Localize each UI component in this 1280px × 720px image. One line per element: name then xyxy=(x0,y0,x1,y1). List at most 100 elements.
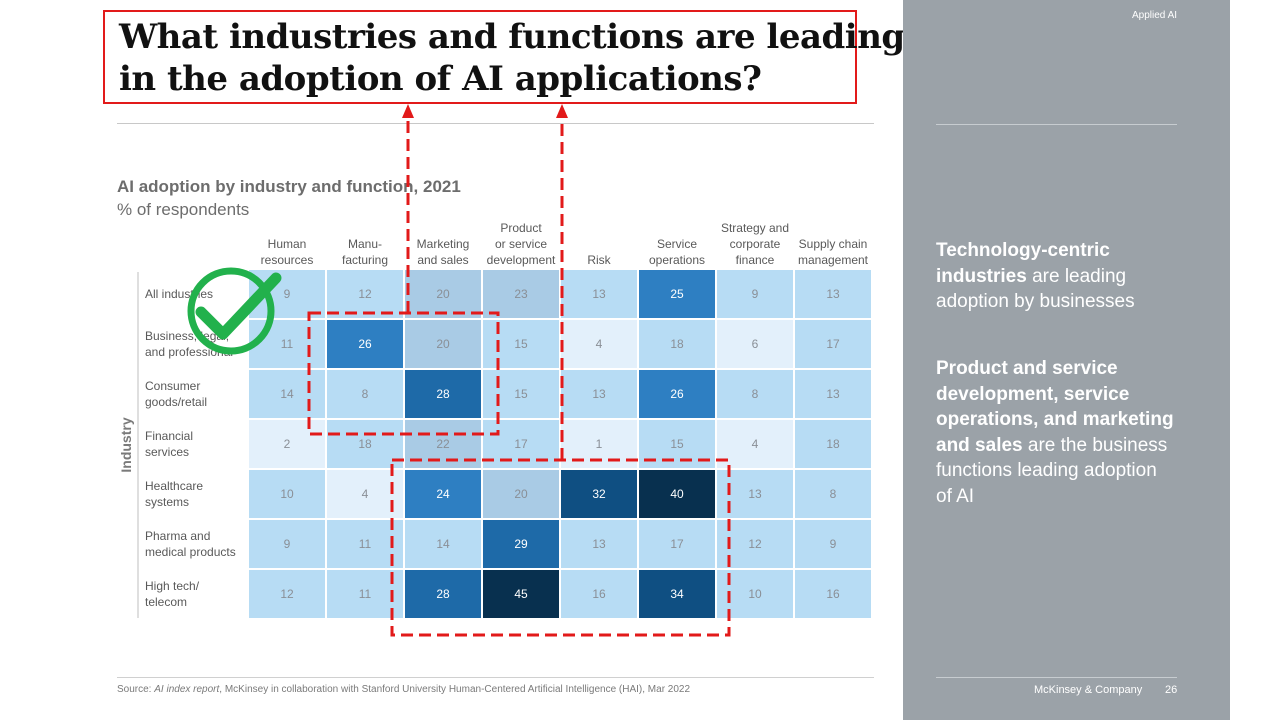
cell-value: 23 xyxy=(514,287,528,301)
cell-value: 45 xyxy=(514,587,528,601)
heatmap-cell xyxy=(561,470,637,518)
heatmap-cell xyxy=(405,520,481,568)
row-header-line: goods/retail xyxy=(145,395,207,409)
heatmap-cell xyxy=(327,420,403,468)
heatmap-cell xyxy=(561,570,637,618)
heatmap-cell xyxy=(483,270,559,318)
heatmap-cell xyxy=(639,270,715,318)
cell-value: 12 xyxy=(748,537,762,551)
heatmap-cell xyxy=(327,470,403,518)
cell-value: 20 xyxy=(436,287,450,301)
column-header: Product or service development xyxy=(487,221,556,267)
heatmap-cell xyxy=(717,370,793,418)
column-header-line: Supply chain xyxy=(799,237,868,251)
cell-value: 26 xyxy=(670,387,684,401)
row-header-line: Pharma and xyxy=(145,529,210,543)
heatmap-cell xyxy=(249,420,325,468)
cell-value: 22 xyxy=(436,437,450,451)
cell-value: 18 xyxy=(826,437,840,451)
cell-value: 8 xyxy=(830,487,837,501)
column-header-line: resources xyxy=(261,253,314,267)
row-header: Healthcare systems xyxy=(145,479,203,509)
column-header-line: Strategy and xyxy=(721,221,789,235)
heatmap-cell xyxy=(483,320,559,368)
heatmap-cell xyxy=(795,570,871,618)
heatmap-cell xyxy=(405,320,481,368)
heatmap-cell xyxy=(405,370,481,418)
cell-value: 34 xyxy=(670,587,684,601)
cell-value: 13 xyxy=(826,287,840,301)
slide-title-line-1: What industries and functions are leadin… xyxy=(119,17,905,57)
row-header-line: Financial xyxy=(145,429,193,443)
heatmap-cell xyxy=(483,370,559,418)
heatmap-cell xyxy=(561,520,637,568)
heatmap-cell xyxy=(327,370,403,418)
row-header: All industries xyxy=(145,287,213,301)
column-header-line: management xyxy=(798,253,869,267)
cell-value: 40 xyxy=(670,487,684,501)
chart-title: AI adoption by industry and function, 20… xyxy=(117,177,461,196)
cell-value: 15 xyxy=(670,437,684,451)
sidebar-point-1: Technology-centric industries are leadin… xyxy=(936,240,1135,312)
cell-value: 16 xyxy=(592,587,606,601)
heatmap-cell xyxy=(795,320,871,368)
cell-value: 28 xyxy=(436,587,450,601)
heatmap-cell xyxy=(561,270,637,318)
column-header: Human resources xyxy=(261,237,314,267)
cell-value: 25 xyxy=(670,287,684,301)
sidebar-point-2: Product and service development, service… xyxy=(936,358,1174,507)
column-header: Manu-facturing xyxy=(342,237,388,267)
arrowhead-icon xyxy=(402,104,414,118)
cell-value: 9 xyxy=(830,537,837,551)
row-header: Pharma and medical products xyxy=(145,529,236,559)
cell-value: 9 xyxy=(284,287,291,301)
cell-value: 13 xyxy=(592,387,606,401)
cell-value: 13 xyxy=(592,287,606,301)
heatmap-cell xyxy=(249,570,325,618)
heatmap-cell xyxy=(483,470,559,518)
heatmap-cell xyxy=(561,370,637,418)
cell-value: 13 xyxy=(748,487,762,501)
cell-value: 14 xyxy=(436,537,450,551)
row-header: Financial services xyxy=(145,429,193,459)
sidebar-panel xyxy=(903,0,1230,720)
cell-value: 10 xyxy=(748,587,762,601)
cell-value: 15 xyxy=(514,387,528,401)
cell-value: 4 xyxy=(596,337,603,351)
cell-value: 20 xyxy=(514,487,528,501)
column-header: Supply chain management xyxy=(798,237,869,267)
row-header-line: telecom xyxy=(145,595,187,609)
heatmap-cell xyxy=(795,420,871,468)
cell-value: 9 xyxy=(752,287,759,301)
heatmap-cell xyxy=(717,420,793,468)
section-tag: Applied AI xyxy=(1132,10,1178,21)
heatmap-cell xyxy=(639,520,715,568)
chart-subtitle: % of respondents xyxy=(117,200,250,219)
heatmap-cell xyxy=(249,320,325,368)
row-header-line: Consumer xyxy=(145,379,200,393)
arrowhead-icon xyxy=(556,104,568,118)
heatmap-cell xyxy=(717,320,793,368)
heatmap-cell xyxy=(639,370,715,418)
sidebar-divider-bottom xyxy=(936,677,1177,678)
footer-company: McKinsey & Company xyxy=(1034,684,1143,696)
cell-value: 10 xyxy=(280,487,294,501)
cell-value: 17 xyxy=(826,337,840,351)
column-header-line: Manu- xyxy=(348,237,382,251)
row-header: High tech/telecom xyxy=(145,579,200,609)
column-header-line: Service xyxy=(657,237,697,251)
heatmap-cell xyxy=(327,270,403,318)
cell-value: 26 xyxy=(358,337,372,351)
y-axis-label: Industry xyxy=(118,417,134,472)
cell-value: 4 xyxy=(362,487,369,501)
row-header-line: Healthcare xyxy=(145,479,203,493)
cell-value: 16 xyxy=(826,587,840,601)
footer-divider xyxy=(117,677,874,678)
row-header-line: systems xyxy=(145,495,189,509)
heatmap-cell xyxy=(405,470,481,518)
column-header: Marketing and sales xyxy=(417,237,470,267)
column-header-line: corporate xyxy=(730,237,781,251)
heatmap-cell xyxy=(327,520,403,568)
cell-value: 12 xyxy=(280,587,294,601)
